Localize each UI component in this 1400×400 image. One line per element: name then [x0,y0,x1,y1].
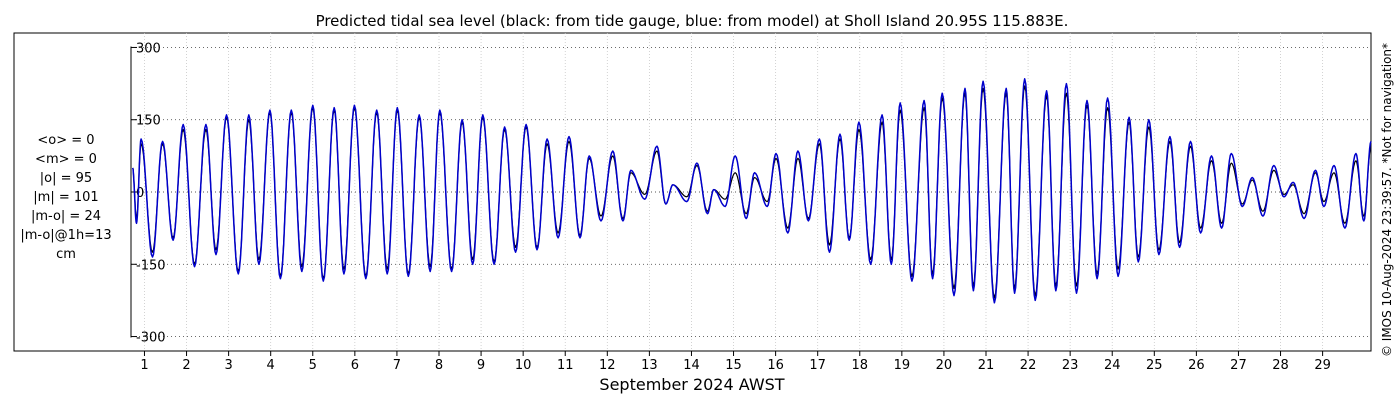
x-tick-label-8: 8 [435,358,443,373]
x-tick-label-29: 29 [1314,358,1331,373]
y-tick-label-300: 300 [136,41,161,56]
x-tick-label-3: 3 [224,358,232,373]
stat-unit: cm [56,247,76,262]
x-tick-label-20: 20 [936,358,953,373]
x-tick-label-26: 26 [1188,358,1205,373]
stat-mean-obs: <o> = 0 [37,133,94,148]
stat-abs-diff: |m-o| = 24 [31,209,101,224]
x-tick-label-4: 4 [267,358,275,373]
x-tick-label-16: 16 [767,358,784,373]
y-tick-label--300: -300 [136,331,166,346]
x-tick-label-9: 9 [477,358,485,373]
stats-box: <o> = 0 <m> = 0 |o| = 95 |m| = 101 |m-o|… [20,133,111,262]
chart-series [131,78,1372,304]
x-tick-label-22: 22 [1020,358,1037,373]
x-tick-label-17: 17 [809,358,826,373]
x-tick-label-27: 27 [1230,358,1247,373]
x-tick-label-5: 5 [309,358,317,373]
x-axis-label: September 2024 AWST [599,375,784,394]
x-tick-label-24: 24 [1104,358,1121,373]
x-tick-label-15: 15 [725,358,742,373]
x-tick-label-21: 21 [978,358,995,373]
y-tick-label-150: 150 [136,114,161,129]
stat-mean-model: <m> = 0 [35,152,97,167]
x-tick-label-2: 2 [182,358,190,373]
stat-abs-model: |m| = 101 [33,190,98,205]
series-line-model [131,78,1372,304]
x-tick-label-14: 14 [683,358,700,373]
x-tick-label-7: 7 [393,358,401,373]
y-tick-label--150: -150 [136,258,166,273]
x-tick-label-25: 25 [1146,358,1163,373]
stat-abs-diff-1h: |m-o|@1h=13 [20,228,111,243]
stat-abs-obs: |o| = 95 [40,171,92,186]
x-tick-label-19: 19 [894,358,911,373]
y-tick-label-0: 0 [136,186,144,201]
x-tick-label-23: 23 [1062,358,1079,373]
x-tick-label-10: 10 [515,358,532,373]
chart-title: Predicted tidal sea level (black: from t… [316,12,1069,30]
x-tick-label-1: 1 [140,358,148,373]
copyright-note: © IMOS 10-Aug-2024 23:39:57. *Not for na… [1380,43,1394,357]
x-tick-label-18: 18 [851,358,868,373]
x-tick-label-13: 13 [641,358,658,373]
x-tick-label-11: 11 [557,358,574,373]
x-tick-label-12: 12 [599,358,616,373]
x-tick-label-28: 28 [1272,358,1289,373]
x-tick-label-6: 6 [351,358,359,373]
figure-frame [13,32,1372,352]
